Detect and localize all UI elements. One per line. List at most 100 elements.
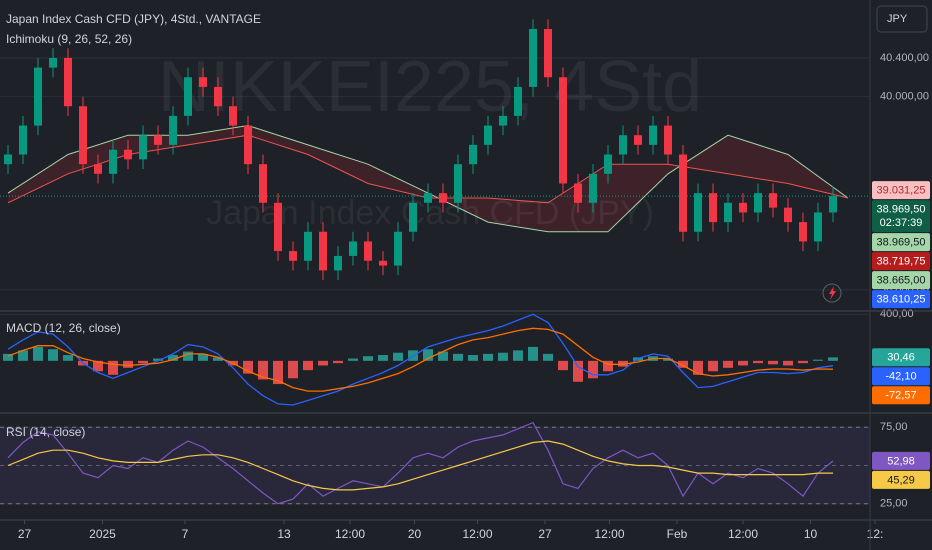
macd-histogram-bar — [573, 360, 583, 382]
macd-histogram-bar — [798, 360, 808, 364]
x-tick-label: 12:00 — [462, 527, 492, 541]
price-tag — [872, 271, 930, 290]
candle-body — [79, 106, 87, 165]
macd-histogram-bar — [813, 359, 823, 361]
candle-body — [724, 202, 732, 223]
alert-circle[interactable] — [822, 283, 842, 303]
indicator-legend: Ichimoku (9, 26, 52, 26) — [6, 32, 132, 46]
macd-histogram-bar — [333, 360, 343, 364]
candle-body — [199, 77, 207, 87]
macd-histogram-bar — [288, 360, 298, 379]
candle-body — [469, 144, 477, 165]
y-tick-label: 40.000,00 — [880, 90, 929, 102]
macd-histogram-bar — [828, 357, 838, 361]
price-tag-label: 38.665,00 — [877, 275, 926, 287]
macd-histogram-bar — [423, 349, 433, 361]
y-tick-label: 400,00 — [880, 308, 914, 320]
macd-histogram-bar — [63, 355, 73, 361]
candle-body — [424, 193, 432, 203]
price-tag-label: 38.719,75 — [877, 256, 926, 268]
y-tick-label: 75,00 — [880, 421, 908, 433]
price-tag-label: 38.610,25 — [877, 294, 926, 306]
macd-histogram-bar — [558, 360, 568, 371]
price-tag — [872, 470, 930, 489]
currency-button[interactable] — [876, 5, 928, 33]
macd-histogram-bar — [768, 360, 778, 365]
candle-body — [589, 173, 597, 203]
candle-body — [409, 202, 417, 232]
macd-histogram-bar — [33, 346, 43, 361]
candle-body — [394, 231, 402, 266]
macd-histogram-bar — [3, 353, 13, 361]
x-tick-label: 27 — [18, 527, 32, 541]
candle-body — [259, 164, 267, 203]
candle-body — [244, 125, 252, 165]
candle-body — [514, 86, 522, 116]
candle-body — [349, 241, 357, 256]
macd-histogram-bar — [363, 356, 373, 361]
macd-histogram-bar — [273, 360, 283, 385]
x-tick-label: 10 — [804, 527, 818, 541]
macd-histogram-bar — [453, 353, 463, 361]
macd-histogram-bar — [258, 360, 268, 380]
candle-body — [304, 231, 312, 261]
candle-body — [439, 193, 447, 203]
candle-body — [769, 193, 777, 208]
candle-body — [634, 135, 642, 145]
macd-histogram-bar — [213, 357, 223, 361]
macd-histogram-bar — [753, 360, 763, 364]
currency-label[interactable]: JPY — [887, 13, 908, 25]
x-tick-label: 12:00 — [728, 527, 758, 541]
alert-bolt[interactable] — [829, 286, 836, 300]
macd-histogram-bar — [378, 355, 388, 361]
macd-histogram-bar — [468, 355, 478, 361]
watermark: NIKKEI225, 4Std — [158, 47, 702, 127]
candle-body — [169, 115, 177, 145]
candle-body — [94, 164, 102, 174]
macd-histogram-bar — [348, 358, 358, 361]
macd-histogram-bar — [138, 360, 148, 364]
price-tag-label: 52,98 — [887, 455, 915, 467]
price-tag-label: -72,57 — [885, 390, 916, 402]
rsi-line — [7, 440, 833, 491]
x-tick-label: 13 — [277, 527, 291, 541]
candle-body — [664, 125, 672, 155]
price-tag-label: 38.969,50 — [877, 204, 926, 216]
macd-histogram-bar — [498, 352, 508, 361]
macd-histogram-bar — [93, 360, 103, 372]
x-tick-label: 2025 — [89, 527, 116, 541]
macd-histogram-bar — [543, 353, 553, 361]
price-tag-label: -42,10 — [885, 371, 916, 383]
price-tag — [872, 367, 930, 386]
candle-body — [124, 149, 132, 160]
macd-histogram-bar — [513, 350, 523, 361]
macd-histogram-bar — [723, 360, 733, 368]
price-tag — [872, 252, 930, 271]
candle-body — [184, 77, 192, 116]
candle-body — [49, 57, 57, 68]
price-tag-countdown: 02:37:39 — [880, 217, 923, 229]
candle-body — [319, 231, 327, 271]
macd-histogram-bar — [153, 358, 163, 361]
macd-histogram-bar — [183, 351, 193, 361]
candle-body — [709, 193, 717, 223]
alert-icon[interactable] — [822, 283, 842, 303]
x-tick-label: 27 — [538, 527, 552, 541]
candle-body — [454, 164, 462, 203]
macd-histogram-bar — [108, 360, 118, 375]
candle-body — [364, 241, 372, 261]
x-tick-label: 12: — [867, 527, 884, 541]
price-tag — [872, 233, 930, 252]
macd-histogram-bar — [483, 353, 493, 361]
macd-histogram-bar — [678, 360, 688, 368]
price-tag — [872, 451, 930, 470]
macd-histogram-bar — [693, 360, 703, 375]
candle-body — [229, 106, 237, 126]
x-tick-label: 7 — [182, 527, 189, 541]
macd-histogram-bar — [603, 360, 613, 372]
candle-body — [574, 183, 582, 203]
price-tag — [872, 200, 930, 233]
macd-histogram-bar — [708, 360, 718, 372]
